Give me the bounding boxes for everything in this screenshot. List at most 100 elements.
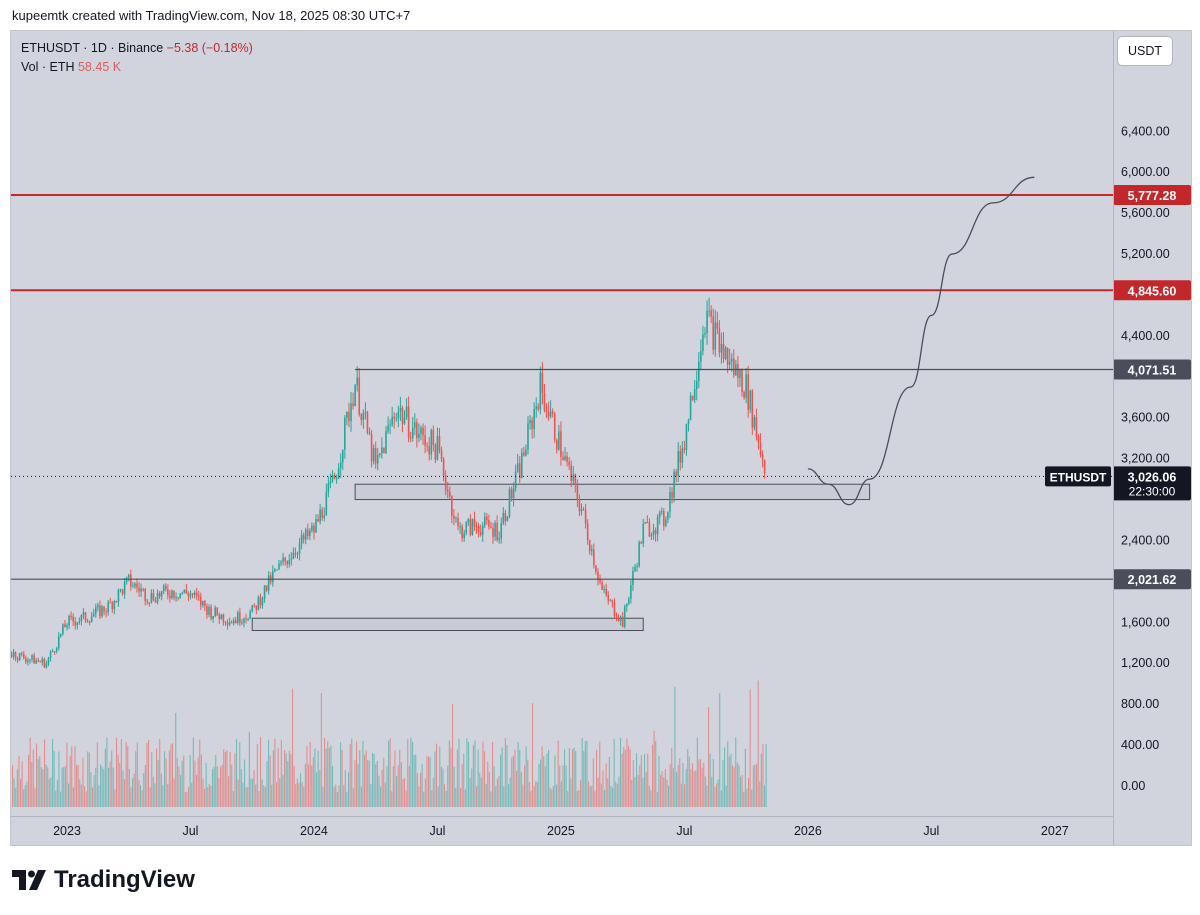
time-tick-label: Jul (923, 824, 939, 838)
level-price-tag (1113, 280, 1191, 301)
candle-body (580, 509, 583, 512)
volume-bar (332, 766, 334, 807)
volume-bar (255, 784, 257, 807)
volume-bar (101, 766, 103, 807)
volume-bar (316, 772, 318, 807)
volume-bar (120, 739, 122, 807)
time-tick-label: Jul (676, 824, 692, 838)
volume-bar (202, 778, 204, 807)
candle-body (477, 526, 480, 532)
volume-bar (564, 749, 566, 807)
volume-bar (504, 738, 506, 807)
volume-bar (135, 751, 137, 807)
volume-bar (36, 743, 38, 807)
candle-body (222, 614, 225, 622)
candle-body (539, 372, 542, 410)
candle-body (31, 655, 33, 660)
volume-bar (247, 787, 249, 807)
volume-bar (119, 762, 121, 807)
candle-body (356, 377, 358, 386)
volume-bar (440, 766, 442, 807)
support-zone[interactable] (354, 483, 871, 501)
candle-body (642, 523, 645, 544)
volume-bar (580, 779, 582, 807)
volume-bar (655, 740, 657, 807)
candle-body (97, 605, 99, 608)
candle-body (683, 448, 686, 450)
volume-bar (444, 784, 446, 807)
candle-body (72, 616, 74, 622)
price-chart[interactable]: 6,400.00 6,000.00 5,600.00 5,200.00 4,400.00… (11, 31, 1193, 847)
candle-body (473, 519, 476, 527)
candle-body (632, 571, 634, 586)
candle-body (78, 620, 81, 623)
volume-bar (292, 688, 294, 807)
legend-volume-label[interactable]: Vol · ETH (21, 60, 75, 74)
volume-bar (260, 737, 262, 807)
volume-bar (112, 767, 114, 807)
volume-bar (306, 745, 308, 807)
volume-bar (191, 782, 193, 807)
time-tick-label: 2027 (1041, 824, 1069, 838)
volume-bar (648, 785, 650, 807)
volume-bar (253, 770, 255, 807)
volume-bar (264, 786, 266, 807)
volume-bar (764, 785, 766, 807)
candle-body (395, 418, 398, 420)
candle-body (284, 557, 286, 561)
candle-body (292, 552, 295, 559)
volume-bar (480, 777, 482, 807)
currency-button[interactable]: USDT (1117, 36, 1173, 66)
candle-body (327, 483, 330, 493)
candle-body (175, 597, 177, 599)
candle-body (695, 381, 698, 390)
volume-bar (410, 737, 412, 807)
volume-bar (85, 791, 87, 807)
candle-body (39, 661, 42, 663)
legend-change: −5.38 (−0.18%) (166, 41, 253, 55)
candle-body (29, 659, 31, 661)
candle-body (317, 519, 319, 522)
volume-bar (511, 757, 513, 807)
volume-bar (679, 758, 681, 807)
price-tick-label: 0.00 (1121, 779, 1145, 793)
volume-bar (586, 740, 588, 807)
volume-bar (330, 745, 332, 807)
volume-bar (522, 784, 524, 807)
support-zone[interactable] (251, 617, 644, 632)
volume-bar (348, 772, 350, 807)
candle-body (68, 615, 70, 626)
volume-bar (706, 785, 708, 807)
volume-bar (671, 747, 673, 807)
volume-bar (583, 750, 585, 807)
candle-body (121, 589, 124, 595)
volume-bar (192, 737, 194, 807)
candle-body (154, 600, 157, 603)
candle-body (204, 600, 206, 607)
candle-body (576, 484, 579, 500)
candle-body (344, 417, 346, 450)
volume-bar (143, 773, 145, 807)
candle-body (689, 395, 692, 421)
candle-body (537, 406, 540, 410)
volume-bar (442, 768, 444, 807)
volume-bar (333, 786, 335, 807)
legend-symbol[interactable]: ETHUSDT · 1D · Binance (21, 41, 164, 55)
volume-bar (684, 784, 686, 807)
volume-bar (69, 755, 71, 807)
chart-frame[interactable]: 6,400.00 6,000.00 5,600.00 5,200.00 4,400.00… (10, 30, 1192, 846)
volume-bar (324, 737, 326, 807)
volume-bar (754, 764, 756, 807)
projection-path[interactable] (807, 176, 1035, 506)
candle-body (675, 471, 677, 476)
chart-attribution: kupeemtk created with TradingView.com, N… (12, 8, 411, 23)
candle-body (230, 622, 233, 624)
candle-body (644, 522, 647, 524)
candle-body (601, 582, 603, 590)
volume-bar (312, 756, 314, 807)
candle-body (88, 621, 91, 623)
volume-bar (506, 744, 508, 807)
candle-body (210, 606, 212, 619)
volume-bar (64, 766, 66, 807)
volume-bar (704, 776, 706, 807)
